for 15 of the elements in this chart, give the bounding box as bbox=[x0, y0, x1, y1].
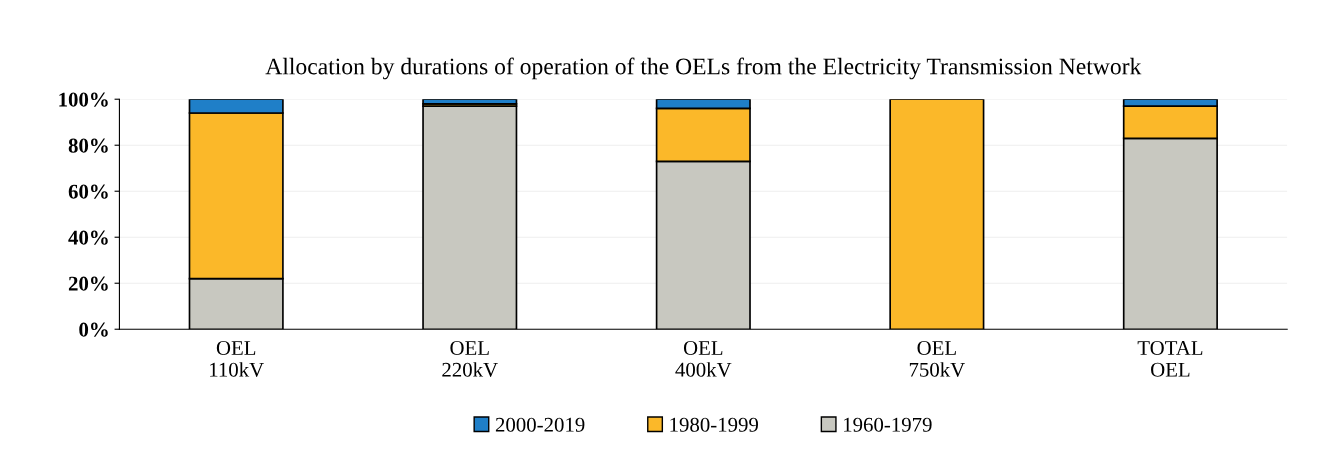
y-tick-label: 60% bbox=[68, 184, 108, 199]
y-tick-label: 100% bbox=[59, 92, 108, 107]
x-tick-label: OEL 400kV bbox=[675, 341, 732, 377]
y-tick-label: 0% bbox=[79, 322, 108, 337]
x-tick-label: OEL 110kV bbox=[210, 341, 264, 377]
x-tick-label: OEL 220kV bbox=[442, 341, 498, 377]
x-tick-label: TOTAL OEL bbox=[1137, 341, 1203, 377]
y-tick-label: 40% bbox=[68, 230, 108, 245]
chart-title: Allocation by durations of operation of the OELs from the Electricity Transmission Network bbox=[265, 57, 1142, 80]
legend-label: 2000-2019 bbox=[495, 417, 585, 432]
legend-label: 1960-1979 bbox=[844, 417, 932, 432]
x-tick-label: OEL 750kV bbox=[909, 341, 965, 377]
y-tick-label: 20% bbox=[68, 276, 108, 291]
y-tick-label: 80% bbox=[68, 138, 108, 153]
legend-label: 1980-1999 bbox=[670, 417, 759, 432]
